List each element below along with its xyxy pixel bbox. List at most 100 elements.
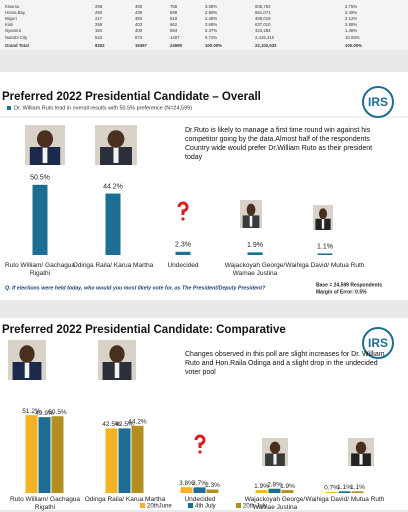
logo-text: IRS	[368, 336, 388, 350]
subtitle: Dr. William Ruto lead in overall results…	[14, 105, 192, 111]
x-tick-label: Odinga Raila/ Karua Martha	[72, 262, 154, 269]
photo-shirt	[249, 215, 253, 227]
photo-shirt	[113, 147, 119, 163]
photo-shirt	[114, 362, 120, 378]
bar	[175, 251, 191, 255]
table-cell: 2.37%	[205, 28, 218, 34]
photo-shirt	[42, 147, 48, 163]
table-cell: 2,415,310	[255, 34, 275, 40]
bar	[105, 428, 118, 493]
table-cell: 469,019	[255, 16, 271, 22]
bar	[206, 489, 219, 493]
value-label: 1.1%	[337, 484, 352, 491]
photo-head	[355, 441, 367, 454]
chart-title: Preferred 2022 Presidential Candidate – …	[2, 91, 261, 103]
table-cell: 393	[135, 16, 143, 22]
logo-ring	[362, 327, 394, 359]
legend-label: 20thJune	[147, 504, 172, 510]
table-cell: Nairobi City	[5, 34, 28, 40]
x-tick-label: Waihiga David/ Mutua Ruth	[305, 496, 385, 503]
table-cell: 662	[170, 22, 178, 28]
table-cell: 2.75%	[345, 4, 358, 9]
table-cell: 323,283	[255, 28, 271, 34]
table-cell: 610	[170, 16, 178, 22]
bar	[338, 491, 351, 493]
bar	[317, 253, 333, 255]
photo-shirt	[273, 453, 277, 465]
legend-label: 4th July	[195, 504, 216, 510]
bar	[351, 491, 364, 493]
photo-shirt	[24, 362, 30, 378]
table-cell: 22,102,532	[255, 42, 277, 48]
table-cell: 460	[135, 4, 143, 9]
table-cell: 584	[170, 28, 178, 34]
bar	[281, 490, 294, 493]
x-tick-label: Undecided	[184, 496, 216, 503]
photo-shirt	[359, 453, 363, 465]
table-cell: 689	[170, 10, 178, 16]
question-icon-dot	[181, 217, 185, 221]
table-cell: 10.93%	[345, 34, 360, 40]
table-cell: 2.48%	[205, 16, 218, 22]
question-icon-dot	[198, 450, 202, 454]
slide-background	[0, 72, 408, 300]
value-label: 2.3%	[175, 242, 191, 249]
table-cell: 534	[95, 34, 103, 40]
table-cell: 758	[170, 4, 178, 9]
bar	[51, 416, 64, 493]
x-tick-label: Ruto William/ Gachagua Rigathi	[9, 496, 81, 511]
table-cell: 9202	[95, 42, 105, 48]
bar	[268, 488, 281, 493]
value-label: 1.1%	[350, 484, 365, 491]
table-cell: 250	[95, 10, 103, 16]
table-cell: 403	[135, 22, 143, 28]
table-background	[0, 0, 408, 50]
bar	[32, 184, 48, 255]
value-label: 1.1%	[317, 243, 333, 250]
table-cell: 2.12%	[345, 16, 358, 22]
value-label: 0.7%	[324, 485, 339, 492]
table-cell: 2.69%	[205, 22, 218, 28]
bar	[325, 491, 338, 493]
table-cell: 184	[95, 28, 103, 34]
note: Changes observed in this poll are slight…	[185, 351, 385, 376]
photo-head	[269, 441, 281, 454]
table-cell: 259	[95, 22, 103, 28]
bar	[247, 252, 263, 255]
legend-swatch	[140, 503, 145, 508]
value-label: 42.5%	[115, 421, 134, 428]
table-cell: 3.08%	[205, 4, 218, 9]
table-cell: 2.88%	[345, 22, 358, 28]
table-cell: Kisumu	[5, 4, 20, 9]
table-cell: 2.80%	[205, 10, 218, 16]
slide-background	[0, 318, 408, 510]
table-cell: 551,071	[255, 10, 271, 16]
value-label: 2.3%	[205, 482, 220, 489]
legend-swatch	[188, 503, 193, 508]
bar	[131, 425, 144, 493]
bar	[105, 193, 121, 255]
x-tick-label: Undecided	[167, 262, 199, 269]
table-cell: 400	[135, 28, 143, 34]
legend-label: 20th July	[243, 504, 267, 510]
x-tick-label: Wajackoyah George/ Wamae Justina	[244, 496, 306, 511]
table-cell: 217	[95, 16, 103, 22]
x-tick-label: Wajackoyah George/ Wamae Justina	[224, 262, 286, 277]
bar	[255, 490, 268, 493]
x-tick-label: Odinga Raila/ Karua Martha	[84, 496, 166, 503]
photo-head	[37, 130, 53, 148]
value-label: 2.8%	[267, 481, 282, 488]
bar	[118, 428, 131, 493]
bullet	[7, 106, 11, 110]
value-label: 1.9%	[247, 242, 263, 249]
value-label: 3.7%	[192, 480, 207, 487]
value-label: 3.8%	[179, 480, 194, 487]
legend-swatch	[236, 503, 241, 508]
bar	[25, 415, 38, 493]
value-label: 42.5%	[102, 421, 121, 428]
table-cell: 1.46%	[345, 28, 358, 34]
table-cell: 439	[135, 10, 143, 16]
value-label: 51.2%	[22, 408, 41, 415]
